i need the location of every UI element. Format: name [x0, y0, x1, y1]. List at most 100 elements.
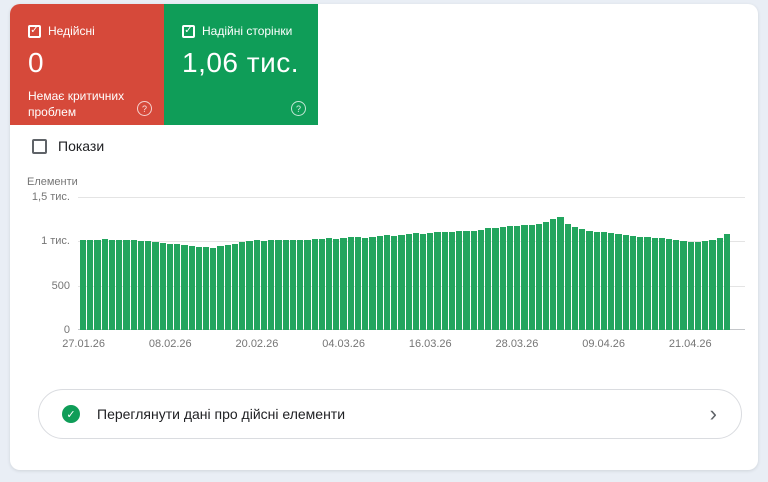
bar[interactable] [94, 240, 101, 330]
bar[interactable] [579, 228, 586, 330]
bar[interactable] [506, 226, 514, 330]
bar[interactable] [470, 231, 477, 330]
bar[interactable] [145, 240, 152, 330]
bar[interactable] [441, 231, 448, 330]
bar[interactable] [181, 244, 188, 330]
bar[interactable] [492, 227, 499, 330]
checked-checkbox-icon[interactable]: ✓ [182, 24, 195, 38]
bar[interactable] [333, 238, 340, 330]
bar[interactable] [644, 237, 651, 330]
bar[interactable] [622, 235, 629, 330]
bar[interactable] [564, 223, 571, 330]
bar[interactable] [427, 232, 434, 330]
bar[interactable] [87, 239, 94, 330]
help-icon[interactable]: ? [137, 101, 152, 116]
bar[interactable] [202, 247, 210, 330]
bar[interactable] [637, 236, 644, 330]
bar[interactable] [260, 240, 268, 330]
bar[interactable] [116, 240, 123, 330]
bar[interactable] [362, 237, 369, 330]
bar[interactable] [275, 240, 282, 330]
bar[interactable] [188, 245, 195, 330]
bar[interactable] [217, 246, 224, 330]
checked-checkbox-icon[interactable]: ✓ [28, 24, 41, 38]
bar[interactable] [246, 241, 253, 330]
bar[interactable] [702, 241, 709, 330]
bar[interactable] [224, 245, 231, 330]
bar[interactable] [557, 217, 564, 330]
help-icon[interactable]: ? [291, 101, 306, 116]
impressions-toggle[interactable]: Покази [32, 138, 104, 154]
bar[interactable] [354, 237, 362, 330]
bar[interactable] [174, 244, 181, 330]
bar[interactable] [499, 226, 506, 330]
bar[interactable] [108, 239, 116, 330]
view-valid-items-button[interactable]: ✓ Переглянути дані про дійсні елементи › [38, 389, 742, 439]
bar[interactable] [521, 225, 528, 330]
bar[interactable] [376, 236, 383, 330]
bar[interactable] [268, 240, 275, 330]
bar[interactable] [463, 230, 470, 330]
bar[interactable] [600, 232, 608, 330]
bar[interactable] [289, 240, 297, 330]
bar[interactable] [195, 246, 202, 330]
bar[interactable] [629, 236, 637, 330]
bar[interactable] [514, 225, 521, 330]
bar[interactable] [586, 230, 593, 330]
bar[interactable] [477, 230, 485, 330]
bar[interactable] [253, 240, 260, 330]
bar[interactable] [391, 235, 398, 330]
bar[interactable] [694, 242, 702, 330]
bar[interactable] [166, 243, 174, 330]
bar[interactable] [325, 238, 333, 330]
bar[interactable] [297, 240, 304, 330]
bar[interactable] [159, 242, 166, 330]
bar[interactable] [485, 228, 492, 330]
bar[interactable] [434, 232, 441, 330]
bar[interactable] [239, 242, 246, 330]
bar[interactable] [456, 231, 463, 330]
bar[interactable] [593, 231, 600, 330]
bar[interactable] [665, 238, 673, 330]
bar[interactable] [304, 239, 311, 330]
bar[interactable] [137, 241, 145, 330]
bar[interactable] [383, 235, 391, 330]
bar[interactable] [615, 234, 622, 330]
bar[interactable] [318, 239, 325, 330]
chart-plot-area[interactable] [78, 197, 745, 330]
bar[interactable] [535, 223, 542, 330]
card-valid[interactable]: ✓ Надійні сторінки 1,06 тис. ? [164, 4, 318, 125]
bar[interactable] [550, 219, 557, 330]
bar[interactable] [398, 234, 405, 330]
bar[interactable] [369, 236, 376, 330]
bar[interactable] [80, 240, 87, 330]
bar[interactable] [571, 227, 579, 330]
bar[interactable] [130, 240, 137, 330]
bar[interactable] [420, 233, 427, 330]
bar[interactable] [543, 221, 550, 330]
bar[interactable] [340, 237, 347, 330]
bar[interactable] [412, 233, 420, 330]
bar[interactable] [680, 241, 687, 330]
bar[interactable] [101, 239, 108, 330]
bar[interactable] [687, 241, 694, 330]
bar[interactable] [347, 236, 354, 330]
bar[interactable] [311, 238, 318, 330]
bar[interactable] [528, 224, 535, 330]
bar[interactable] [709, 240, 716, 330]
bar[interactable] [658, 238, 665, 330]
bar[interactable] [231, 244, 239, 330]
bar[interactable] [673, 240, 680, 330]
unchecked-checkbox-icon[interactable] [32, 138, 47, 154]
bar[interactable] [210, 247, 217, 330]
card-invalid[interactable]: ✓ Недійсні 0 Немає критичних проблем ? [10, 4, 164, 125]
bar[interactable] [723, 234, 731, 330]
bar[interactable] [716, 237, 723, 330]
bar[interactable] [405, 234, 412, 330]
chevron-right-icon[interactable]: › [709, 401, 717, 426]
bar[interactable] [123, 239, 130, 330]
bar[interactable] [608, 233, 615, 330]
bar[interactable] [152, 242, 159, 330]
bar[interactable] [448, 232, 456, 330]
bar[interactable] [651, 237, 658, 330]
